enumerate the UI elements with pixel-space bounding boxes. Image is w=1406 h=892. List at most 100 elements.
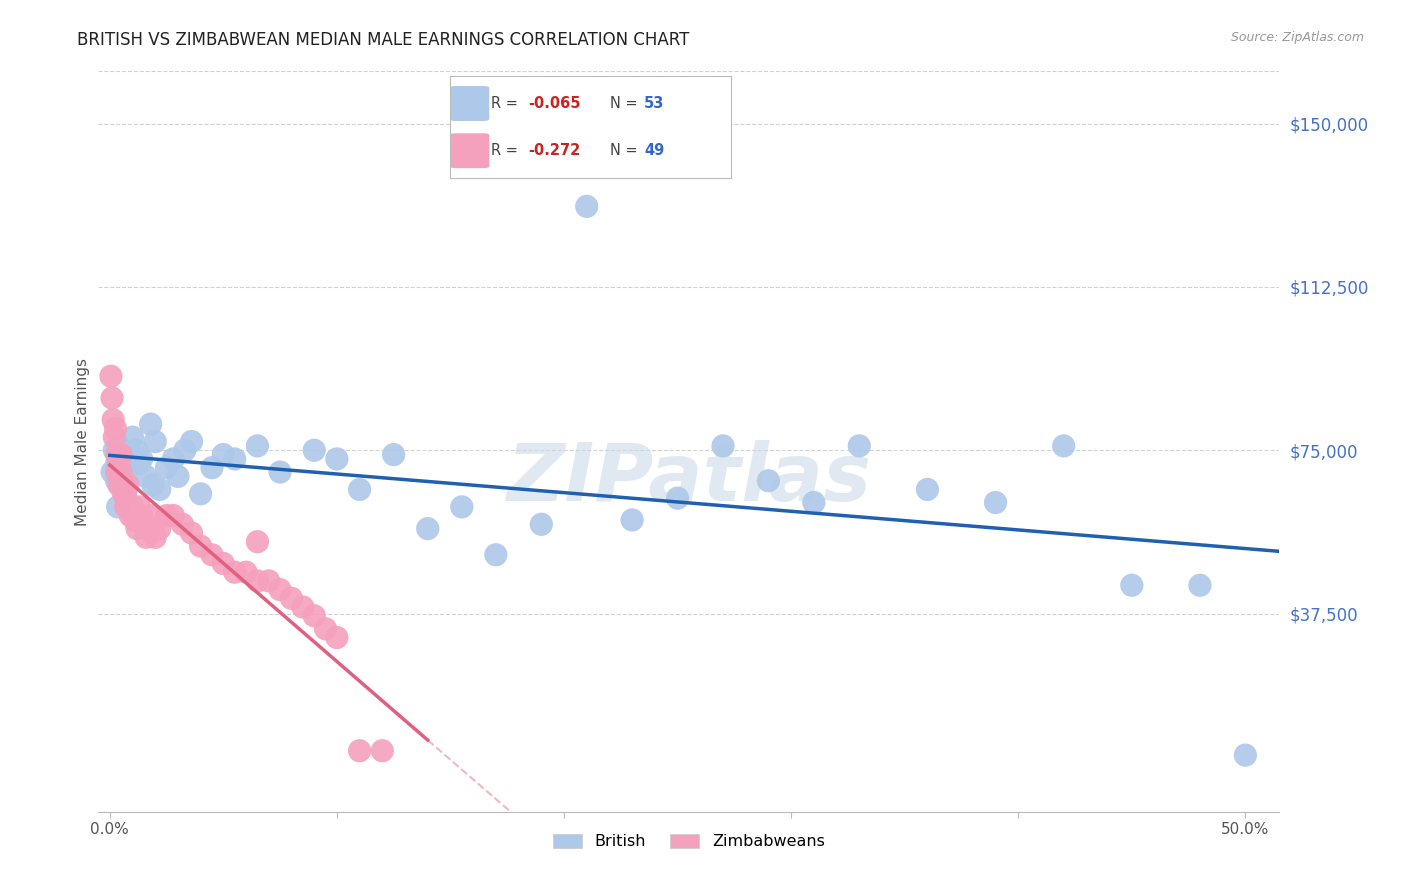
Point bbox=[135, 530, 157, 544]
Point bbox=[224, 565, 246, 579]
Point bbox=[132, 517, 155, 532]
Point bbox=[190, 539, 212, 553]
Point bbox=[180, 526, 202, 541]
Point bbox=[143, 530, 166, 544]
Text: R =: R = bbox=[491, 96, 522, 111]
Text: 53: 53 bbox=[644, 96, 664, 111]
Text: 49: 49 bbox=[644, 144, 664, 158]
Point bbox=[257, 574, 280, 588]
Text: ZIPatlas: ZIPatlas bbox=[506, 440, 872, 517]
Point bbox=[917, 483, 939, 497]
Point bbox=[135, 469, 157, 483]
Point bbox=[110, 465, 132, 479]
Point bbox=[112, 478, 135, 492]
Point bbox=[326, 452, 349, 467]
Point bbox=[280, 591, 302, 606]
Point bbox=[121, 500, 143, 514]
Point bbox=[201, 460, 224, 475]
Point bbox=[621, 513, 644, 527]
Point bbox=[143, 434, 166, 449]
Point bbox=[149, 522, 172, 536]
Point bbox=[110, 448, 132, 462]
Point bbox=[139, 508, 162, 523]
Point bbox=[326, 631, 349, 645]
Point bbox=[108, 478, 131, 492]
Point bbox=[530, 517, 553, 532]
Point bbox=[173, 443, 195, 458]
Point bbox=[108, 456, 131, 470]
Point bbox=[139, 417, 162, 431]
Point bbox=[105, 448, 128, 462]
Text: N =: N = bbox=[610, 144, 643, 158]
Point bbox=[114, 487, 136, 501]
Point bbox=[124, 513, 146, 527]
Point bbox=[114, 491, 136, 505]
Point bbox=[112, 448, 135, 462]
Point bbox=[291, 600, 314, 615]
Point bbox=[382, 448, 405, 462]
Point bbox=[1121, 578, 1143, 592]
FancyBboxPatch shape bbox=[450, 133, 489, 168]
Point bbox=[190, 487, 212, 501]
Point bbox=[121, 430, 143, 444]
Point bbox=[371, 744, 394, 758]
Point bbox=[485, 548, 508, 562]
Point bbox=[302, 608, 325, 623]
Point bbox=[711, 439, 734, 453]
FancyBboxPatch shape bbox=[450, 87, 489, 121]
Point bbox=[142, 522, 165, 536]
Point bbox=[138, 522, 160, 536]
Point bbox=[142, 478, 165, 492]
Point bbox=[107, 500, 129, 514]
Point bbox=[125, 522, 148, 536]
Point bbox=[416, 522, 439, 536]
Point bbox=[100, 369, 122, 384]
Point bbox=[212, 557, 235, 571]
Point bbox=[984, 495, 1007, 509]
Point bbox=[224, 452, 246, 467]
Point bbox=[246, 534, 269, 549]
Point bbox=[1053, 439, 1076, 453]
Point bbox=[269, 465, 291, 479]
Text: Source: ZipAtlas.com: Source: ZipAtlas.com bbox=[1230, 31, 1364, 45]
Point bbox=[114, 500, 136, 514]
Point bbox=[201, 548, 224, 562]
Point bbox=[110, 469, 132, 483]
Point bbox=[246, 439, 269, 453]
Text: -0.065: -0.065 bbox=[529, 96, 581, 111]
Point bbox=[162, 508, 184, 523]
Point bbox=[114, 478, 136, 492]
Point bbox=[105, 456, 128, 470]
Point bbox=[575, 199, 598, 213]
Point bbox=[101, 465, 124, 479]
Point bbox=[103, 413, 125, 427]
Point bbox=[758, 474, 780, 488]
Point bbox=[212, 448, 235, 462]
Point bbox=[246, 574, 269, 588]
Point bbox=[131, 508, 153, 523]
Point bbox=[120, 508, 142, 523]
Point bbox=[103, 430, 125, 444]
Legend: British, Zimbabweans: British, Zimbabweans bbox=[547, 827, 831, 855]
Point bbox=[112, 487, 135, 501]
Point bbox=[450, 500, 472, 514]
Point bbox=[349, 483, 371, 497]
Point bbox=[120, 452, 142, 467]
Point bbox=[105, 465, 128, 479]
Point bbox=[131, 452, 153, 467]
Point bbox=[155, 460, 177, 475]
Point bbox=[117, 478, 139, 492]
Point bbox=[848, 439, 870, 453]
Point bbox=[128, 500, 150, 514]
Point bbox=[104, 421, 127, 435]
Text: -0.272: -0.272 bbox=[529, 144, 581, 158]
Point bbox=[1234, 748, 1257, 763]
Y-axis label: Median Male Earnings: Median Male Earnings bbox=[75, 358, 90, 525]
Point bbox=[117, 460, 139, 475]
Point bbox=[315, 622, 337, 636]
Point bbox=[105, 474, 128, 488]
Point bbox=[235, 565, 257, 579]
Point bbox=[155, 508, 177, 523]
Point bbox=[180, 434, 202, 449]
Point bbox=[302, 443, 325, 458]
